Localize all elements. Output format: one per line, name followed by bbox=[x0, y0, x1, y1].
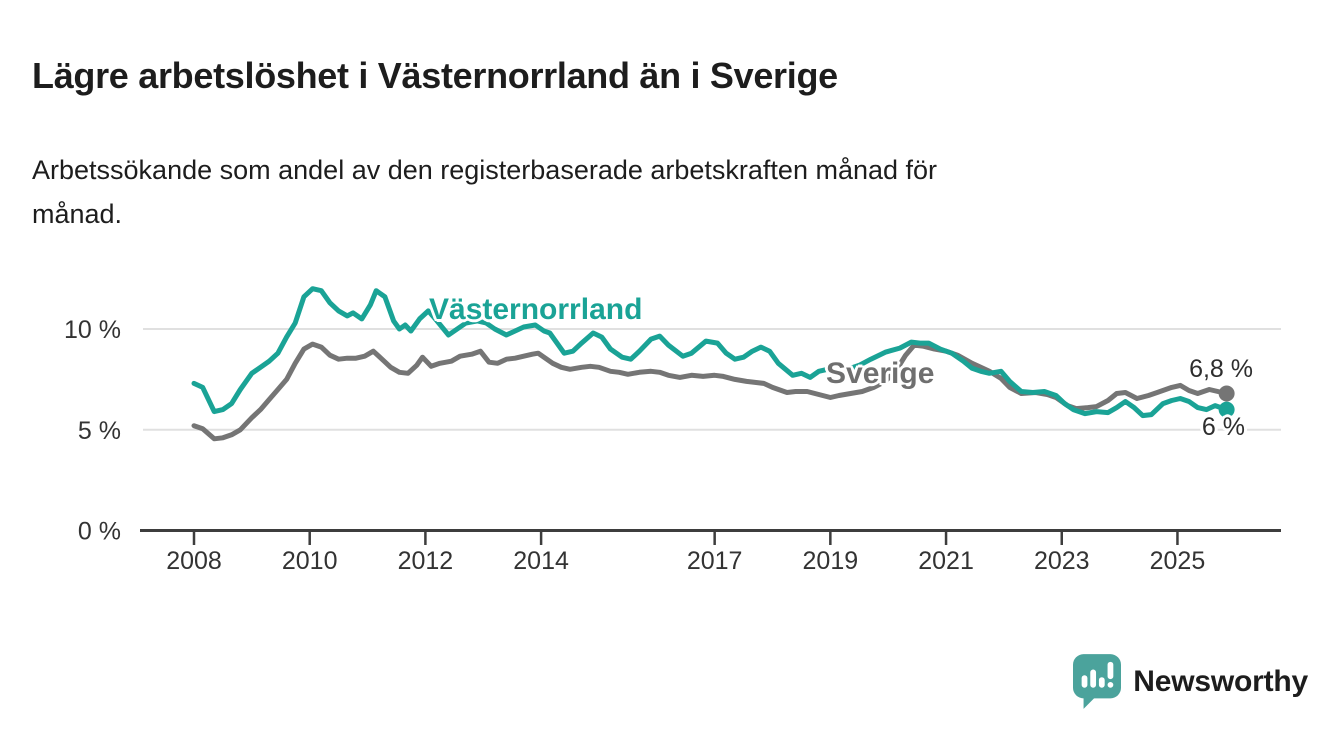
x-axis-tick-label: 2014 bbox=[513, 547, 569, 575]
chart-subtitle: Arbetssökande som andel av den registerb… bbox=[32, 155, 938, 229]
series-label-sverige: Sverige bbox=[826, 357, 935, 390]
y-axis-tick-label: 5 % bbox=[78, 417, 121, 445]
end-dot-västernorrland bbox=[1218, 401, 1235, 418]
brand-name: Newsworthy bbox=[1133, 665, 1308, 698]
series-line-sverige bbox=[191, 341, 1230, 442]
x-axis-tick-label: 2019 bbox=[803, 547, 859, 575]
x-axis-tick-label: 2012 bbox=[398, 547, 454, 575]
newsworthy-logo: Newsworthy bbox=[1073, 653, 1308, 711]
series-line-västernorrland bbox=[191, 286, 1230, 419]
end-value-label-sverige: 6,8 % bbox=[1189, 355, 1253, 383]
page-title: Lägre arbetslöshet i Västernorrland än i… bbox=[32, 55, 838, 97]
x-axis-tick-label: 2023 bbox=[1034, 547, 1090, 575]
series-label-vasternorrland: Västernorrland bbox=[429, 293, 643, 326]
line-chart-canvas: 0 % 5 % 10 % 2008 2010 2012 2014 2017 2019 2021 20… bbox=[64, 286, 1281, 575]
y-axis-tick-label: 0 % bbox=[78, 518, 121, 546]
end-value-label-vasternorrland: 6 % bbox=[1201, 413, 1245, 441]
y-axis-tick-label: 10 % bbox=[64, 316, 121, 344]
x-axis-tick-label: 2025 bbox=[1150, 547, 1206, 575]
x-axis-tick-label: 2010 bbox=[282, 547, 338, 575]
x-axis-tick-label: 2008 bbox=[166, 547, 222, 575]
end-dot-sverige bbox=[1218, 385, 1235, 402]
x-axis-tick-label: 2017 bbox=[687, 547, 743, 575]
x-axis-tick-label: 2021 bbox=[918, 547, 974, 575]
newsworthy-speech-bubble-icon bbox=[1073, 654, 1122, 709]
